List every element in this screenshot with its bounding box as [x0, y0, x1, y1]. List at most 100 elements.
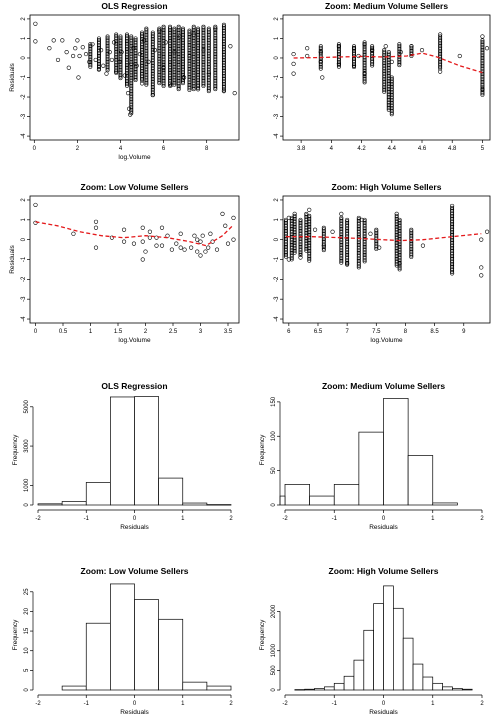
data-point: [352, 65, 357, 70]
data-point: [283, 253, 288, 258]
histogram-bar: [373, 603, 384, 691]
y-tick-label: 1000: [24, 478, 30, 492]
data-point: [140, 76, 145, 81]
data-point-column: [292, 213, 297, 255]
x-tick-label: -2: [282, 516, 288, 522]
data-point: [450, 268, 455, 273]
y-tick-label: 0: [24, 503, 30, 507]
data-point: [210, 239, 215, 244]
data-point: [362, 42, 367, 47]
histogram-bar: [383, 398, 409, 506]
x-tick-label: 3.5: [224, 329, 233, 335]
data-point-column: [176, 24, 181, 92]
data-point-column: [382, 48, 387, 94]
data-point: [480, 34, 485, 39]
chart-title: Zoom: Low Volume Sellers: [81, 566, 189, 576]
data-point: [370, 63, 375, 68]
data-point: [154, 235, 159, 240]
data-point: [70, 53, 76, 59]
y-tick-label: 0: [21, 237, 27, 241]
data-point: [201, 48, 206, 53]
data-point: [121, 227, 127, 232]
y-tick-label: 100: [271, 431, 277, 442]
plot-frame: [282, 195, 491, 324]
data-point: [221, 86, 226, 91]
x-tick-label: -2: [35, 516, 41, 522]
data-point-column: [129, 34, 134, 116]
data-point: [180, 81, 185, 86]
data-point: [394, 261, 399, 266]
x-tick-label: 1: [431, 516, 435, 522]
y-tick-label: 2: [21, 17, 27, 21]
data-point: [168, 83, 173, 88]
y-tick-label: 50: [271, 467, 277, 474]
x-tick-label: 6.5: [314, 329, 323, 335]
data-point: [196, 85, 201, 90]
panel-3: Zoom: Low Volume Sellers 0 0.5 1 1.5 2 2.5 3 3.5…: [9, 182, 240, 344]
data-point: [33, 21, 38, 26]
x-tick-label: 4.6: [418, 146, 427, 152]
data-point: [114, 70, 119, 75]
data-point-column: [362, 40, 367, 85]
data-point: [292, 249, 297, 254]
x-tick-label: 1: [431, 701, 435, 707]
data-point: [398, 50, 403, 55]
chart-title: Zoom: High Volume Sellers: [332, 182, 442, 192]
data-point: [479, 273, 484, 278]
data-point: [159, 243, 165, 248]
data-point: [228, 44, 233, 49]
y-tick-label: 0: [274, 237, 280, 241]
data-point: [192, 233, 197, 238]
data-point: [298, 255, 303, 260]
x-tick-label: 7: [345, 329, 349, 335]
data-point-column: [133, 36, 138, 83]
data-point: [336, 64, 341, 69]
y-axis-label: Frequency: [12, 434, 19, 465]
x-tick-label: 0.5: [59, 329, 68, 335]
histogram-bar: [343, 675, 355, 691]
histogram-bar: [358, 431, 384, 506]
data-point: [154, 243, 159, 248]
x-axis-label: Residuals: [120, 709, 149, 716]
data-point: [362, 257, 367, 262]
chart-title: OLS Regression: [101, 381, 167, 391]
data-point-column: [394, 213, 399, 268]
y-tick-label: 0: [274, 56, 280, 60]
data-point-column: [374, 227, 379, 251]
data-point: [221, 89, 227, 94]
histogram-bar: [383, 585, 394, 691]
data-point: [47, 46, 52, 51]
histogram-bar: [452, 688, 463, 691]
y-tick-label: 1: [274, 217, 280, 221]
y-tick-label: -3: [21, 113, 27, 119]
chart-title: OLS Regression: [101, 1, 167, 11]
data-point: [330, 229, 335, 234]
y-tick-label: 1: [274, 36, 280, 40]
data-point: [389, 110, 394, 115]
data-point: [55, 57, 61, 63]
x-tick-label: -1: [84, 701, 90, 707]
data-point: [195, 237, 200, 242]
data-point: [321, 246, 326, 251]
data-point: [231, 215, 236, 220]
data-point: [397, 61, 402, 66]
histogram-bar: [422, 676, 434, 691]
data-point: [339, 211, 344, 216]
data-point: [119, 50, 124, 55]
panel-1: OLS Regression 0 2 4 6 8 -4 -3 -2 -1 0 1 2 log.Volume…: [9, 1, 240, 161]
data-point: [117, 59, 122, 64]
x-axis-label: Residuals: [120, 524, 149, 531]
data-point: [318, 59, 323, 64]
data-point-column: [187, 28, 192, 92]
data-point: [150, 92, 155, 98]
data-point: [114, 69, 119, 74]
data-point: [124, 82, 129, 87]
data-point: [133, 78, 138, 83]
data-point: [286, 215, 291, 220]
data-point-column: [370, 44, 375, 68]
data-point: [33, 39, 38, 44]
data-point: [118, 76, 123, 81]
data-point: [122, 73, 127, 78]
data-point: [195, 249, 200, 254]
data-point-column: [298, 217, 303, 258]
